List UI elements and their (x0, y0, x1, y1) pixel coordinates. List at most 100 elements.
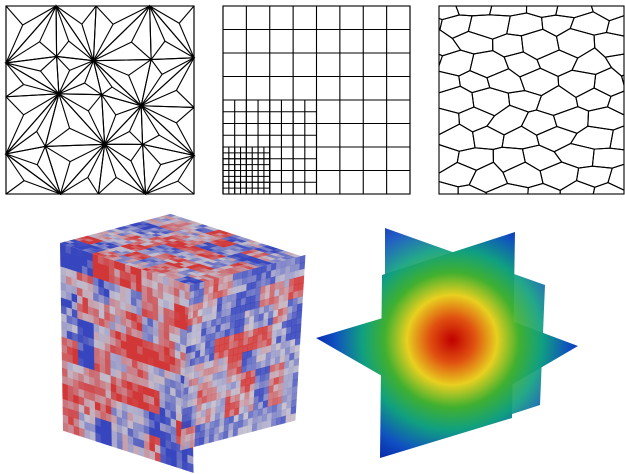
voxel (259, 380, 265, 390)
voxel (94, 385, 101, 397)
voxel (179, 320, 186, 331)
voxel (267, 324, 273, 334)
voxel (231, 374, 237, 384)
voxel (127, 412, 134, 423)
voxel (254, 293, 261, 303)
mesh-cell (604, 53, 624, 77)
mesh-edge (176, 107, 195, 124)
voxel (245, 377, 251, 387)
mesh-cell (97, 142, 147, 195)
voxel (210, 406, 217, 416)
voxel (142, 339, 149, 350)
voxel (109, 328, 116, 340)
voxel (275, 416, 282, 426)
mesh-edge (129, 131, 143, 145)
voxel (242, 425, 248, 435)
voxel (136, 314, 143, 325)
voxel (71, 277, 78, 289)
voxel (254, 374, 261, 384)
mesh-edge (130, 160, 147, 195)
voxel (61, 328, 68, 340)
voxel (170, 433, 177, 445)
mesh-edge (104, 114, 117, 145)
voxel (73, 410, 80, 421)
voxel (105, 412, 112, 424)
voxel (208, 366, 214, 376)
mesh-cell (471, 125, 505, 151)
voxel (236, 291, 242, 301)
voxel (110, 391, 117, 402)
voxel (110, 367, 117, 379)
voxel (294, 344, 301, 354)
voxel (207, 299, 214, 309)
voxel (252, 416, 258, 426)
voxel (175, 412, 182, 423)
voxel (297, 296, 303, 306)
voxel (237, 345, 244, 355)
voxel (286, 312, 293, 322)
panel-border (5, 5, 195, 195)
voxel (244, 384, 251, 394)
voxel (251, 267, 258, 277)
voxel (180, 428, 187, 437)
voxel (189, 432, 196, 442)
voxel (66, 322, 73, 334)
voxel (176, 458, 183, 470)
voxel (283, 360, 290, 370)
voxel (137, 399, 145, 411)
mesh-cell (575, 165, 613, 188)
voxel (288, 284, 295, 294)
mesh-edge (175, 57, 195, 91)
voxel (130, 289, 137, 300)
voxel (208, 359, 215, 369)
voxel (110, 352, 117, 363)
voxel (179, 304, 186, 316)
voxel (71, 285, 78, 296)
voxel (274, 363, 281, 372)
mesh-cell (406, 205, 442, 230)
voxel (258, 394, 265, 404)
voxel (211, 393, 217, 402)
voxel (82, 296, 89, 308)
voxel (226, 375, 233, 385)
mesh-cell (510, 205, 545, 225)
voxel (99, 356, 106, 367)
mesh-edge (111, 86, 142, 107)
voxel (108, 274, 116, 285)
mesh-edge (150, 40, 166, 60)
voxel (195, 343, 202, 352)
voxel (246, 356, 253, 366)
voxel (154, 412, 161, 424)
voxel (87, 267, 94, 278)
voxel (137, 392, 144, 403)
voxel (99, 325, 106, 336)
voxel (211, 304, 218, 314)
mesh-cell (553, 142, 595, 169)
voxel (201, 395, 208, 405)
voxel (60, 274, 67, 285)
voxel (264, 284, 271, 294)
voxel (148, 395, 155, 407)
voxel (226, 368, 233, 378)
voxel (71, 269, 78, 281)
mesh-edge (95, 5, 114, 25)
voxel (202, 277, 214, 281)
voxel (93, 315, 100, 327)
voxel (253, 402, 259, 412)
voxel (110, 383, 117, 394)
voxel (163, 291, 170, 303)
voxel (79, 427, 86, 438)
mesh-edge (145, 180, 179, 195)
voxel (116, 408, 123, 419)
voxel (225, 389, 232, 399)
voxel (271, 404, 278, 414)
voxel (271, 262, 277, 272)
voxel (92, 284, 100, 296)
voxel (271, 336, 277, 346)
voxel (170, 441, 178, 453)
voxel (242, 337, 249, 347)
voxel (93, 308, 100, 319)
mesh-edge (115, 105, 142, 116)
voxel (72, 339, 79, 351)
voxel (125, 295, 132, 306)
